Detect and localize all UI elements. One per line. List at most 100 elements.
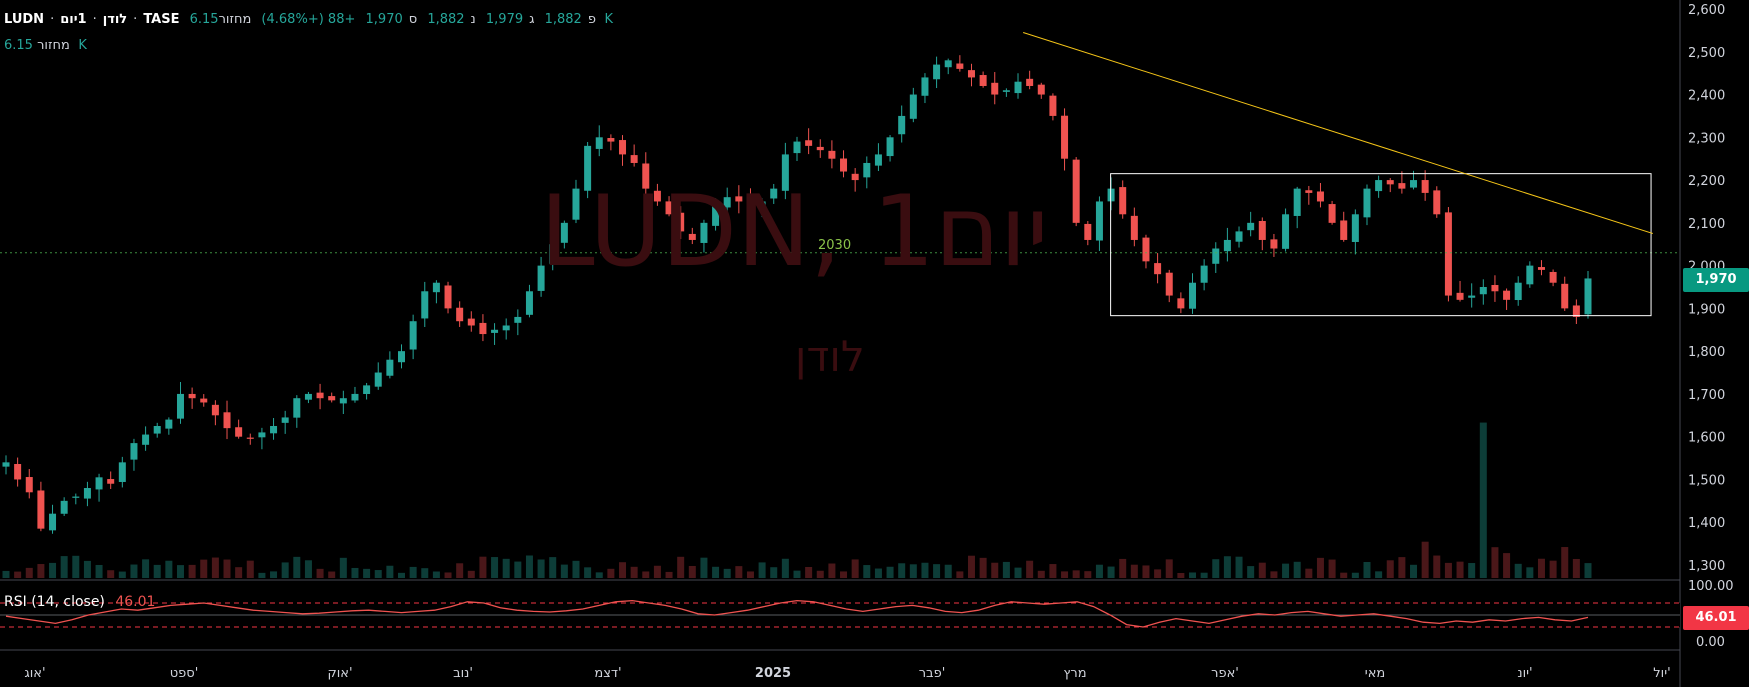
volume-bar [653,565,661,578]
volume-bar [1130,564,1138,578]
volume-bar [863,565,871,578]
volume-bar [1119,558,1127,578]
candle-body [130,443,138,460]
candle-body [758,201,766,208]
candle-body [60,500,68,514]
candle-body [700,222,708,243]
volume-bar [37,564,45,578]
candle-body [874,154,882,166]
candle-body [1584,278,1592,315]
candle-body [1002,90,1010,92]
volume-bar [851,559,859,578]
volume-bar [1340,572,1348,578]
candle-body [1037,84,1045,95]
x-tick-label: אוג' [24,666,45,681]
symbol-ticker[interactable]: LUDN [4,12,45,27]
volume-bar [1328,559,1336,578]
candle-body [1084,223,1092,240]
volume-bar [816,570,824,578]
candle-body [944,60,952,68]
volume-bar [840,571,848,578]
volume-bar [456,563,464,578]
candle-body [432,282,440,293]
y-tick-label: 2,300 [1688,131,1725,146]
candle-body [374,372,382,387]
candle-body [723,197,731,208]
volume-bar [944,564,952,578]
volume-bar [118,571,126,578]
candle-body [572,188,580,220]
candle-body [200,398,208,403]
candle-body [2,462,10,467]
candle-body [1444,212,1452,296]
volume-bar [1514,563,1522,578]
volume-bar [2,570,10,578]
candle-body [1503,290,1511,300]
header-sep-3: · [133,12,138,27]
volume-bar [805,566,813,578]
x-tick-label: יול' [1653,666,1670,681]
candle-body [1235,231,1243,242]
volume-bar [1398,557,1406,578]
volume-bar [258,572,266,578]
x-tick-label: 2025 [755,666,791,681]
symbol-name: לודן [102,12,128,27]
candle-body [1189,282,1196,309]
volume-bar [1433,555,1441,578]
candle-body [223,412,231,429]
volume-bar [49,562,57,578]
volume-bar [409,566,417,578]
interval-label[interactable]: 1יום [60,12,87,27]
candle-body [1165,272,1173,296]
watermark-title: LUDN, 1יום [540,175,1049,289]
volume-bar [1270,571,1278,578]
volume-bar [304,560,312,578]
y-tick-label: 2,200 [1688,174,1725,189]
candle-body [235,427,243,437]
volume-bar [107,570,115,578]
volume-bar [781,558,789,578]
candle-body [502,325,510,331]
candle-body [1479,287,1487,295]
volume-bars [2,422,1592,578]
time-axis[interactable]: אוג' ספט' אוק' נוב' דצמ' 2025 פבר' מרץ אפר' מאי יו… [24,666,1670,681]
candle-body [956,63,964,69]
volume-legend[interactable]: מחזור 6.15 K [4,38,93,53]
volume-bar [270,571,278,578]
candle-body [630,155,638,163]
symbol-header[interactable]: LUDN · לודן · 1יום · TASE פ 1,882 ג 1,979 נ 1,882… [4,12,619,27]
candle-body [118,462,126,482]
candle-body [991,82,999,95]
candle-body [793,141,801,154]
volume-bar [1537,558,1545,578]
drawing-overlays[interactable]: 2030 [0,32,1680,317]
volume-bar [1491,547,1499,578]
rsi-legend[interactable]: RSI (14, close) 46.01 [4,594,161,610]
header-sep-1: · [50,12,55,27]
volume-bar [200,559,208,578]
volume-bar [14,571,22,578]
candle-body [316,392,324,399]
trendline [1023,32,1653,235]
volume-bar [1165,559,1173,578]
rsi-pane[interactable]: 100.00 0.00 [0,579,1734,650]
x-tick-label: יונ' [1517,666,1532,681]
candle-body [444,285,452,309]
volume-bar [991,562,999,578]
volume-bar [142,559,150,578]
rsi-line [5,599,1589,628]
rsi-label: RSI (14, close) [4,594,105,610]
candle-body [816,146,824,151]
candle-body [805,140,813,146]
volume-bar [1200,572,1208,578]
candle-body [409,321,417,350]
volume-bar [153,564,161,578]
volume-bar [1572,558,1580,578]
candle-body [584,145,592,191]
volume-bar [933,564,941,578]
volume-bar [886,566,894,578]
change-value: +88 (+4.68%) [261,12,356,27]
range-rectangle [1110,173,1652,317]
candle-body [107,479,115,484]
